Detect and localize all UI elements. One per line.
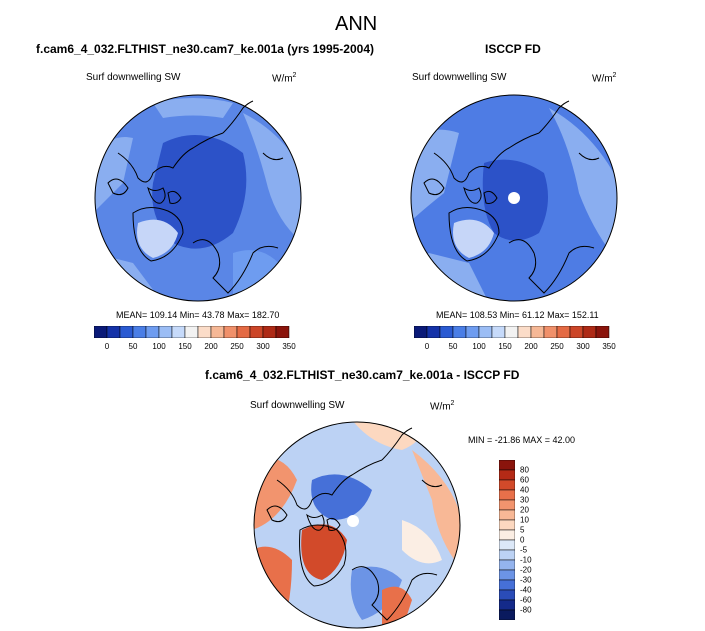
diff-panel-header: f.cam6_4_032.FLTHIST_ne30.cam7_ke.001a -… xyxy=(205,368,520,382)
model-cb-tick: 350 xyxy=(282,342,296,351)
model-cb-tick: 300 xyxy=(256,342,270,351)
model-cb-tick: 250 xyxy=(230,342,244,351)
model-polar-map xyxy=(94,94,302,302)
diff-pole-no-data xyxy=(347,515,359,527)
obs-polar-map xyxy=(410,94,618,302)
diff-colorbar xyxy=(499,460,515,620)
diff-cb-tick: -30 xyxy=(520,575,532,585)
diff-positive-southwest xyxy=(254,546,292,628)
obs-map-border xyxy=(410,94,618,302)
diff-cb-tick: 0 xyxy=(520,535,525,545)
model-stats: MEAN= 109.14 Min= 43.78 Max= 182.70 xyxy=(116,310,280,320)
obs-stats: MEAN= 108.53 Min= 61.12 Max= 152.11 xyxy=(436,310,599,320)
diff-neutral-east xyxy=(402,520,442,564)
model-pale-region-east xyxy=(243,113,301,243)
diff-cb-tick: 10 xyxy=(520,515,529,525)
model-colorbar-swatches xyxy=(94,326,290,338)
obs-cb-tick: 150 xyxy=(498,342,512,351)
diff-cb-tick: 60 xyxy=(520,475,529,485)
diff-map-border xyxy=(253,421,461,629)
obs-greenland-light xyxy=(453,219,494,258)
diff-cb-tick: -60 xyxy=(520,595,532,605)
obs-cb-tick: 200 xyxy=(524,342,538,351)
obs-colorbar xyxy=(414,326,610,338)
model-cb-tick: 50 xyxy=(128,342,138,351)
model-pale-region-north xyxy=(153,98,233,118)
diff-negative-core xyxy=(311,474,372,520)
diff-negative-south xyxy=(350,566,402,620)
diff-stats: MIN = -21.86 MAX = 42.00 xyxy=(468,435,576,445)
model-map-border xyxy=(94,94,302,302)
diff-polar-map xyxy=(253,421,461,629)
model-coastlines xyxy=(107,100,284,294)
model-panel-header: f.cam6_4_032.FLTHIST_ne30.cam7_ke.001a (… xyxy=(36,42,374,56)
model-cb-tick: 0 xyxy=(104,342,110,351)
diff-cb-tick: -5 xyxy=(520,545,528,555)
model-greenland-light xyxy=(137,219,178,258)
obs-cb-tick: 0 xyxy=(424,342,430,351)
obs-colorbar-swatches xyxy=(414,326,610,338)
model-cb-tick: 150 xyxy=(178,342,192,351)
diff-units-label: W/m2 xyxy=(430,400,455,413)
diff-cb-tick: 20 xyxy=(520,505,529,515)
diff-colorbar-swatches xyxy=(499,460,515,620)
obs-cb-tick: 350 xyxy=(602,342,616,351)
obs-pale-region-east xyxy=(549,108,617,263)
obs-units-label: W/m2 xyxy=(592,72,617,85)
diff-cb-tick: -80 xyxy=(520,605,532,615)
obs-cb-tick: 300 xyxy=(576,342,590,351)
obs-coastlines xyxy=(423,100,600,294)
obs-cb-tick: 100 xyxy=(472,342,486,351)
diff-cb-tick: 5 xyxy=(520,525,525,535)
model-cb-tick: 200 xyxy=(204,342,218,351)
obs-cb-tick: 50 xyxy=(448,342,458,351)
diff-cb-tick: -20 xyxy=(520,565,532,575)
diff-cb-tick: 30 xyxy=(520,495,529,505)
diff-positive-greenland xyxy=(301,524,347,580)
model-cb-tick: 100 xyxy=(152,342,166,351)
obs-variable-label: Surf downwelling SW xyxy=(412,72,507,83)
diff-cb-tick: 40 xyxy=(520,485,529,495)
obs-pole-no-data xyxy=(508,192,520,204)
diff-positive-east xyxy=(412,450,460,570)
diff-cb-tick: -10 xyxy=(520,555,532,565)
model-variable-label: Surf downwelling SW xyxy=(86,72,181,83)
diff-cb-tick: 80 xyxy=(520,465,529,475)
diff-cb-tick: -40 xyxy=(520,585,532,595)
diff-coastlines xyxy=(266,427,443,621)
diff-variable-label: Surf downwelling SW xyxy=(250,400,345,411)
obs-cb-tick: 250 xyxy=(550,342,564,351)
obs-panel-header: ISCCP FD xyxy=(485,42,541,56)
model-colorbar xyxy=(94,326,290,338)
page-title: ANN xyxy=(335,13,378,35)
model-units-label: W/m2 xyxy=(272,72,297,85)
